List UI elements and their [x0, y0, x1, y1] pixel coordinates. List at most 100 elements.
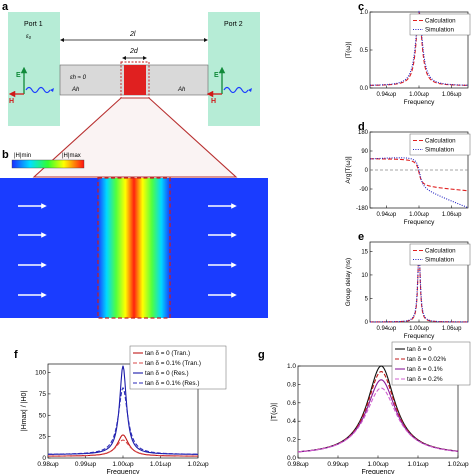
- chart-f-ytick-label: 50: [39, 412, 47, 419]
- chart-e-xtick-label: 1.00ωp: [409, 326, 429, 332]
- panel-label-d: d: [358, 121, 365, 133]
- colorbar-max-label: |H|max: [62, 153, 81, 159]
- chart-f-legend-label: tan δ = 0 (Tran.): [145, 350, 190, 357]
- chart-d-xtick-label: 0.94ωp: [376, 212, 396, 218]
- chart-d-ylabel: Arg[T(ω)]: [345, 156, 352, 183]
- chart-g-legend-label: tan δ = 0.1%: [407, 366, 443, 373]
- chart-c-series-0: [369, 9, 469, 86]
- chart-e-ytick-label: 10: [361, 273, 368, 279]
- chart-e-xtick-label: 1.06ωp: [442, 326, 462, 332]
- chart-e-ytick-label: 0: [365, 320, 369, 326]
- chart-c-legend-label: Simulation: [425, 27, 454, 34]
- chart-d-ytick-label: 0: [365, 168, 369, 174]
- chart-c-legend-label: Calculation: [425, 18, 456, 25]
- zoom-funnel: [32, 97, 238, 178]
- chart-g-ylabel: |T(ω)|: [271, 403, 278, 421]
- h-label-port2: H: [211, 98, 216, 105]
- chart-c-ylabel: |T(ω)|: [345, 41, 352, 58]
- chart-g-ytick-label: 0.2: [287, 437, 296, 444]
- length-2d-label: 2d: [129, 48, 139, 55]
- chart-f-legend-label: tan δ = 0 (Res.): [145, 370, 189, 377]
- chart-f-legend: [129, 345, 227, 390]
- chart-g-legend-label: tan δ = 0: [407, 346, 432, 353]
- chart-g-xtick-label: 0.99ωp: [327, 461, 349, 468]
- chart-f-xtick-label: 0.99ωp: [75, 461, 97, 468]
- chart-g-xtick-label: 1.02ωp: [447, 461, 469, 468]
- panel-label-b: b: [2, 149, 9, 161]
- chart-f-series-1: [47, 439, 199, 457]
- h-label-port1: H: [9, 98, 14, 105]
- chart-f-xtick-label: 1.02ωp: [187, 461, 209, 468]
- chart-d-xtick-label: 1.06ωp: [442, 212, 462, 218]
- chart-d: 180 90 0 -90 -180 0.94ωp 1.00ωp 1.06ωp Frequency…: [345, 130, 471, 226]
- propagation-arrows: [18, 203, 237, 298]
- chart-f-xlabel: Frequency: [106, 469, 140, 474]
- chart-d-legend-label: Simulation: [425, 147, 454, 154]
- port1-label: Port 1: [24, 21, 43, 28]
- chart-d-legend-label: Calculation: [425, 138, 456, 145]
- chart-e-series-0: [370, 249, 468, 323]
- chart-d-xlabel: Frequency: [404, 219, 435, 226]
- chart-c-xtick-label: 1.06ωp: [442, 92, 462, 98]
- panel-a: a Port 1 Port 2 ε₀ 2l 2d εh ≈ 0 Ah Ah E …: [2, 1, 260, 178]
- port1-region: [8, 12, 60, 126]
- chart-g-ytick-label: 0.4: [287, 418, 296, 425]
- chart-f-xtick-label: 1.01ωp: [150, 461, 172, 468]
- chart-g-xtick-label: 1.01ωp: [407, 461, 429, 468]
- chart-d-ytick-label: -180: [356, 206, 369, 212]
- chart-e-legend: [409, 243, 471, 266]
- ah-left-label: Ah: [71, 87, 80, 93]
- block-outline-dashed: [97, 177, 171, 319]
- chart-g-legend-label: tan δ = 0.2%: [407, 376, 443, 383]
- wave-icon-port2: [223, 86, 249, 94]
- wave-arrow-icon-port1: [50, 88, 54, 92]
- chart-e: 0 5 10 15 0.94ωp 1.00ωp 1.06ωp Frequency Group d…: [345, 241, 471, 340]
- e-label-port1: E: [16, 72, 21, 79]
- chart-f-legend-label: tan δ = 0.1% (Tran.): [145, 360, 201, 367]
- port2-label: Port 2: [224, 21, 243, 28]
- chart-d-legend: [409, 133, 471, 156]
- field-hotspot: [98, 178, 170, 318]
- colorbar-min-label: |H|min: [14, 153, 31, 159]
- chart-f-series-0: [47, 434, 199, 457]
- eps0-label: ε₀: [26, 34, 32, 40]
- ah-right-label: Ah: [177, 87, 186, 93]
- chart-c-xlabel: Frequency: [404, 99, 435, 106]
- chart-g: 0.0 0.2 0.4 0.6 0.8 1.0 0.98ωp 0.99ωp 1.00ωp 1.01…: [271, 341, 471, 474]
- chart-c-series-1: [369, 10, 469, 86]
- chart-g-ytick-label: 1.0: [287, 363, 296, 370]
- chart-c: 0.0 0.5 1.0 0.94ωp 1.00ωp 1.06ωp Frequency |T(ω…: [345, 9, 471, 106]
- chart-g-ytick-label: 0.6: [287, 400, 296, 407]
- chart-f-xtick-label: 0.98ωp: [37, 461, 59, 468]
- panel-label-c: c: [358, 1, 364, 13]
- chart-g-series-3: [297, 387, 459, 453]
- panel-label-a: a: [2, 1, 9, 13]
- colorbar: [11, 159, 85, 169]
- chart-c-ytick-label: 0.5: [360, 48, 369, 54]
- chart-f-legend-label: tan δ = 0.1% (Res.): [145, 380, 199, 387]
- chart-e-ytick-label: 5: [365, 296, 369, 302]
- chart-g-ytick-label: 0.8: [287, 381, 296, 388]
- chart-e-legend-label: Calculation: [425, 248, 456, 255]
- chart-d-xtick-label: 1.00ωp: [409, 212, 429, 218]
- wave-arrow-icon-port2: [248, 88, 252, 92]
- panel-label-e: e: [358, 231, 364, 243]
- chart-f-ylabel: |Hmax| / |H0|: [21, 391, 28, 432]
- chart-f-ytick-label: 100: [35, 370, 46, 377]
- wave-icon-port1: [25, 86, 51, 94]
- chart-c-ytick-label: 0.0: [360, 86, 369, 92]
- chart-f-ytick-label: 75: [39, 391, 47, 398]
- length-2l-label: 2l: [129, 31, 136, 38]
- chart-c-xtick-label: 0.94ωp: [376, 92, 396, 98]
- port2-region: [208, 12, 260, 126]
- chart-c-ytick-label: 1.0: [360, 10, 369, 16]
- panel-label-f: f: [14, 349, 18, 361]
- dielectric-block: [124, 65, 146, 95]
- chart-f-ytick-label: 0: [42, 455, 46, 462]
- chart-e-ylabel: Group delay (ns): [345, 258, 352, 306]
- panel-b: b |H|min |H|max: [0, 149, 268, 319]
- chart-d-ytick-label: 180: [358, 130, 369, 136]
- chart-g-ytick-label: 0.0: [287, 455, 296, 462]
- chart-f-xtick-label: 1.00ωp: [112, 461, 134, 468]
